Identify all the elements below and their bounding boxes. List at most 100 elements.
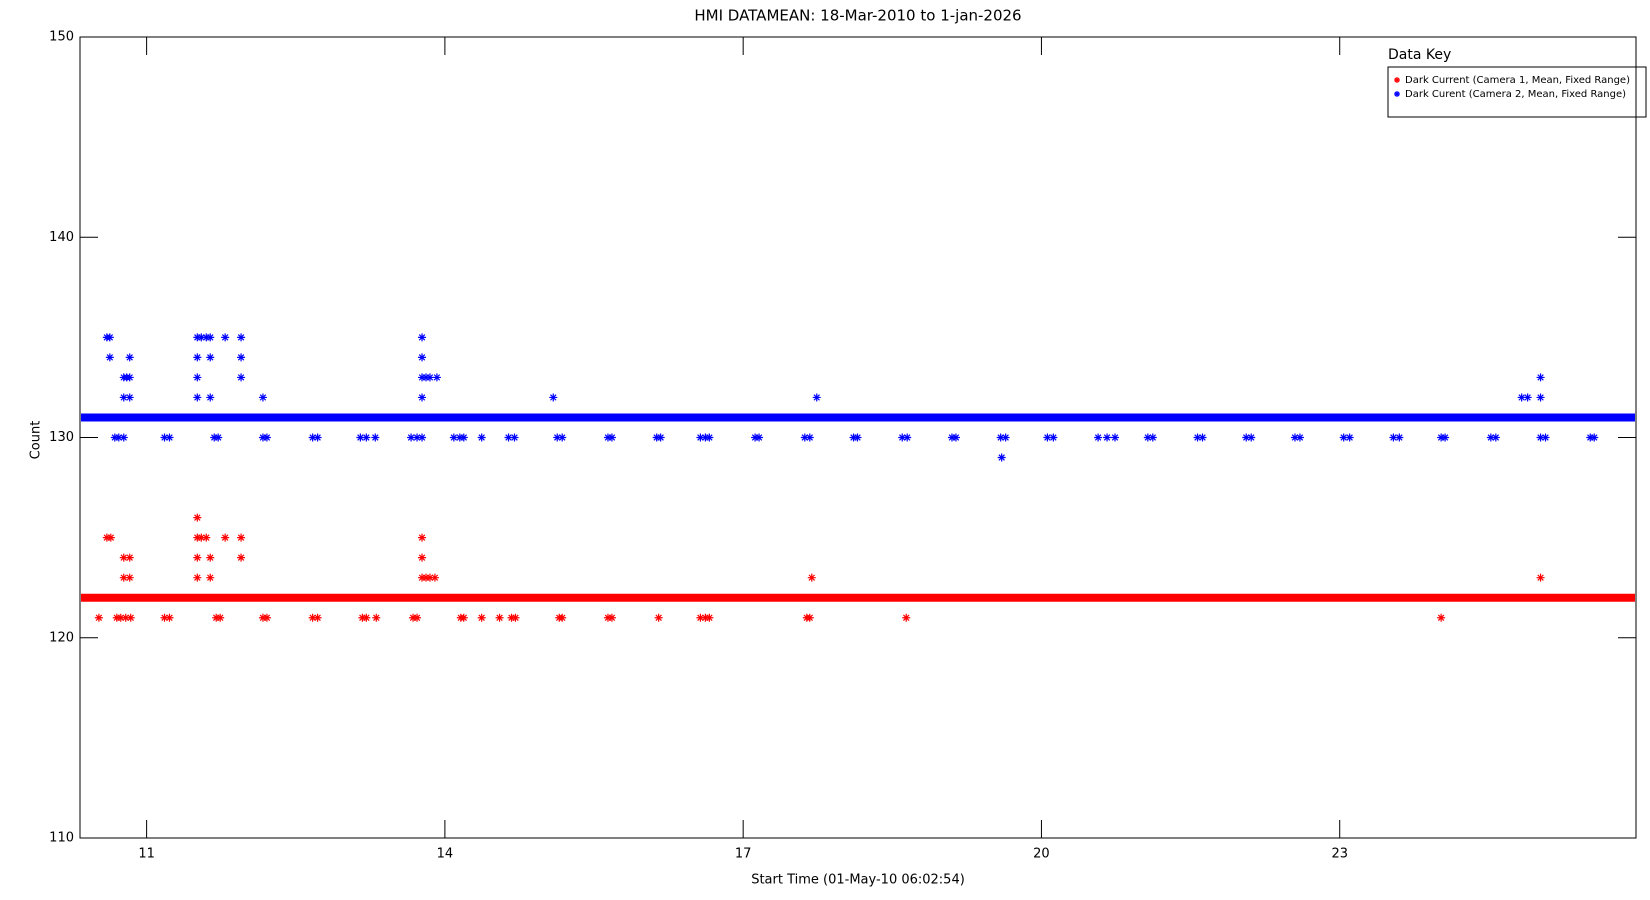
data-point [308, 613, 317, 622]
data-point [1541, 433, 1550, 442]
data-point [116, 613, 125, 622]
data-point [105, 333, 114, 342]
x-tick-label: 23 [1331, 847, 1348, 862]
y-axis-label: Count [29, 421, 44, 460]
data-point [206, 333, 215, 342]
data-point [362, 433, 371, 442]
data-point [1536, 433, 1545, 442]
data-point [119, 393, 128, 402]
data-point [477, 613, 486, 622]
y-tick-label: 110 [49, 831, 74, 846]
data-point [425, 573, 434, 582]
data-point [121, 613, 130, 622]
data-point [160, 613, 169, 622]
data-point [430, 573, 439, 582]
data-point [125, 573, 134, 582]
data-point [413, 433, 422, 442]
x-tick-label: 17 [735, 847, 752, 862]
data-point [812, 393, 821, 402]
data-point [656, 433, 665, 442]
data-point [997, 453, 1006, 462]
data-point [755, 433, 764, 442]
data-point [898, 433, 907, 442]
data-point [126, 613, 135, 622]
data-point [903, 433, 912, 442]
data-point [362, 613, 371, 622]
data-point [1523, 393, 1532, 402]
data-point [607, 433, 616, 442]
data-point [951, 433, 960, 442]
x-axis-label: Start Time (01-May-10 06:02:54) [751, 873, 965, 888]
data-point [125, 373, 134, 382]
y-tick-label: 120 [49, 630, 74, 645]
data-point [511, 613, 520, 622]
data-point [193, 513, 202, 522]
data-point [1001, 433, 1010, 442]
data-point [800, 433, 809, 442]
data-point [221, 533, 230, 542]
data-point [418, 533, 427, 542]
data-point [1049, 433, 1058, 442]
data-point [193, 353, 202, 362]
x-tick-label: 20 [1033, 847, 1050, 862]
data-point [510, 433, 519, 442]
data-point [1536, 573, 1545, 582]
data-point [853, 433, 862, 442]
data-point [125, 553, 134, 562]
data-point [1536, 373, 1545, 382]
data-point [705, 433, 714, 442]
legend-box [1387, 66, 1647, 118]
data-point [105, 353, 114, 362]
y-tick-label: 130 [49, 430, 74, 445]
data-point [193, 573, 202, 582]
chart-title: HMI DATAMEAN: 18-Mar-2010 to 1-jan-2026 [694, 7, 1021, 25]
data-point [372, 613, 381, 622]
data-point [558, 613, 567, 622]
data-point [165, 613, 174, 622]
data-point [807, 573, 816, 582]
data-point [119, 433, 128, 442]
data-point [262, 613, 271, 622]
data-point [262, 433, 271, 442]
data-point [216, 613, 225, 622]
data-point [160, 433, 169, 442]
data-point [558, 433, 567, 442]
data-point [705, 613, 714, 622]
data-point [193, 373, 202, 382]
data-point [432, 373, 441, 382]
data-point [1486, 433, 1495, 442]
data-point [94, 613, 103, 622]
data-point [449, 433, 458, 442]
data-point [1536, 393, 1545, 402]
y-tick-label: 140 [49, 230, 74, 245]
data-point [258, 393, 267, 402]
y-tick-label: 150 [49, 30, 74, 45]
data-point [418, 433, 427, 442]
data-point [418, 353, 427, 362]
data-point [125, 353, 134, 362]
data-point [1111, 433, 1120, 442]
legend-label: Dark Current (Camera 1, Mean, Fixed Rang… [1405, 75, 1630, 86]
data-point [1193, 433, 1202, 442]
data-point [805, 433, 814, 442]
data-point [237, 533, 246, 542]
data-point [459, 433, 468, 442]
data-point [119, 573, 128, 582]
legend-marker [1394, 91, 1400, 97]
data-point [106, 533, 115, 542]
data-point [1198, 433, 1207, 442]
data-point [237, 553, 246, 562]
legend-label: Dark Curent (Camera 2, Mean, Fixed Range… [1405, 89, 1626, 100]
data-point [114, 433, 123, 442]
data-point [504, 433, 513, 442]
data-point [206, 573, 215, 582]
data-point [237, 353, 246, 362]
data-point [1590, 433, 1599, 442]
data-point [308, 433, 317, 442]
data-point [418, 333, 427, 342]
data-point [477, 433, 486, 442]
data-point [1389, 433, 1398, 442]
data-point [407, 433, 416, 442]
